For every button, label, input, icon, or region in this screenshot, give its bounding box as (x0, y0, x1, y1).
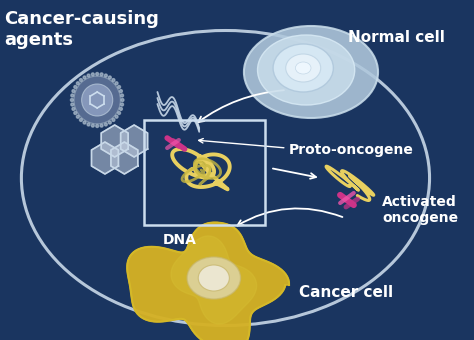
Circle shape (76, 115, 79, 118)
Circle shape (104, 123, 107, 126)
Circle shape (120, 94, 124, 97)
Circle shape (87, 74, 90, 77)
Circle shape (71, 103, 74, 106)
Circle shape (91, 73, 94, 76)
Circle shape (120, 103, 124, 106)
Text: Proto-oncogene: Proto-oncogene (289, 143, 413, 157)
Polygon shape (171, 236, 256, 324)
Circle shape (119, 90, 122, 92)
Circle shape (115, 115, 118, 118)
Circle shape (104, 74, 107, 77)
Circle shape (119, 107, 122, 110)
Polygon shape (127, 222, 289, 340)
Text: Cancer cell: Cancer cell (299, 285, 393, 300)
Circle shape (71, 94, 74, 97)
Polygon shape (127, 222, 289, 340)
Circle shape (109, 121, 111, 124)
Circle shape (112, 79, 115, 82)
Circle shape (109, 76, 111, 79)
Circle shape (80, 79, 82, 82)
Circle shape (121, 99, 124, 102)
Ellipse shape (286, 54, 321, 82)
Ellipse shape (257, 35, 355, 105)
Circle shape (96, 72, 99, 75)
Ellipse shape (295, 62, 311, 74)
Circle shape (74, 85, 77, 88)
Circle shape (82, 84, 113, 116)
Circle shape (112, 118, 115, 121)
Circle shape (76, 82, 79, 85)
Circle shape (71, 99, 73, 102)
Circle shape (83, 76, 86, 79)
Ellipse shape (273, 44, 333, 92)
Circle shape (87, 123, 90, 126)
Circle shape (96, 124, 99, 128)
Circle shape (100, 73, 103, 76)
Circle shape (72, 107, 75, 110)
Ellipse shape (187, 257, 240, 299)
Circle shape (80, 118, 82, 121)
Circle shape (118, 85, 120, 88)
Polygon shape (101, 125, 128, 157)
Circle shape (100, 124, 103, 127)
Circle shape (72, 90, 75, 92)
Text: DNA: DNA (163, 233, 197, 247)
Circle shape (83, 121, 86, 124)
Ellipse shape (244, 26, 378, 118)
Circle shape (74, 76, 120, 124)
Polygon shape (121, 125, 147, 157)
Ellipse shape (198, 265, 229, 291)
Text: Normal cell: Normal cell (348, 30, 445, 45)
Circle shape (118, 112, 120, 115)
Polygon shape (91, 142, 118, 174)
Text: Activated
oncogene: Activated oncogene (382, 195, 458, 225)
Circle shape (91, 124, 94, 127)
Circle shape (74, 112, 77, 115)
Polygon shape (111, 142, 138, 174)
Text: Cancer-causing
agents: Cancer-causing agents (4, 10, 159, 49)
Circle shape (115, 82, 118, 85)
